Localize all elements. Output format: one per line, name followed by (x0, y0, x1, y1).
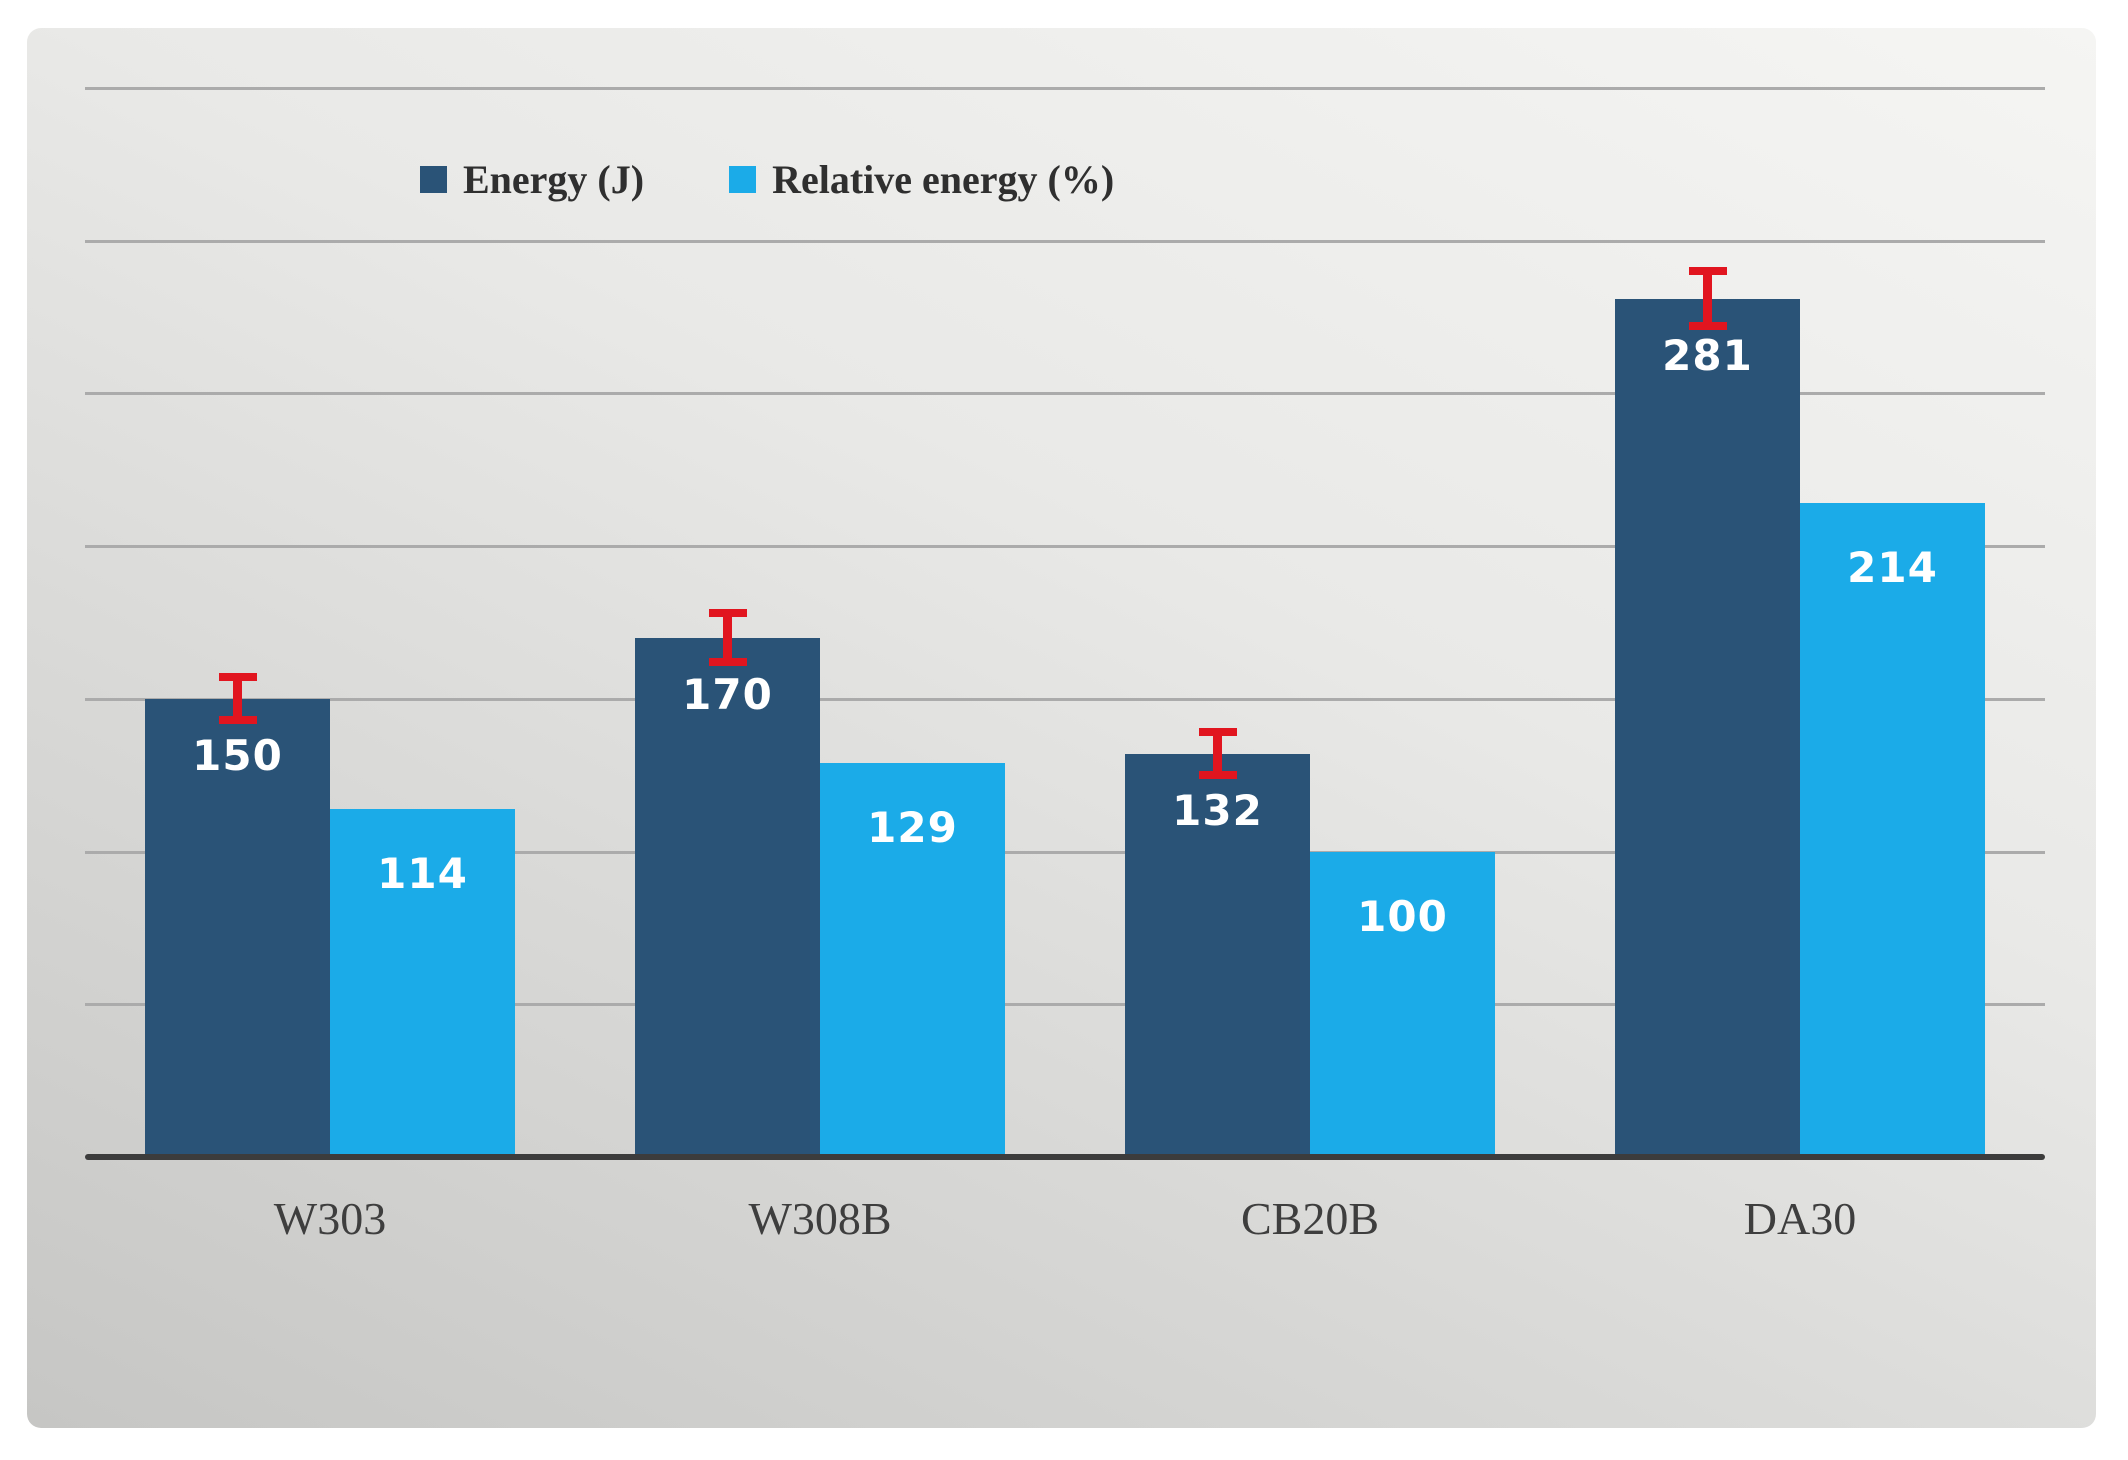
x-axis-label-cb20b: CB20B (1240, 1193, 1380, 1244)
error-bar-w308b (708, 609, 747, 667)
gridline-350 (85, 87, 2045, 90)
gridline-250 (85, 392, 2045, 396)
data-label-energy-da30: 281 (1662, 330, 1753, 380)
data-label-relative-energy-da30: 214 (1847, 543, 1938, 593)
bar-energy-w303 (145, 698, 330, 1157)
legend-item-relative-energy: Relative energy (%) (729, 156, 1114, 203)
legend-label-relative-energy: Relative energy (%) (772, 157, 1115, 202)
gridline-150 (85, 697, 2045, 701)
data-label-relative-energy-w308b: 129 (867, 802, 958, 852)
x-axis-label-da30: DA30 (1743, 1193, 1857, 1244)
error-bar-cap (1688, 322, 1727, 331)
x-axis-line (85, 1154, 2045, 1160)
data-label-energy-w308b: 170 (682, 669, 773, 719)
data-label-relative-energy-cb20b: 100 (1357, 891, 1448, 941)
error-bar-cap (708, 658, 747, 667)
bar-relative-energy-w303 (330, 808, 515, 1157)
x-axis-label-w308b: W308B (748, 1193, 892, 1244)
gridline-300 (85, 239, 2045, 243)
bar-relative-energy-w308b (820, 762, 1005, 1157)
bar-energy-w308b (635, 637, 820, 1157)
error-bar-cb20b (1198, 728, 1237, 780)
bar-energy-da30 (1615, 298, 1800, 1157)
plot-area: 150 114 170 129 132 100 281 214 (85, 87, 2045, 1160)
error-bar-da30 (1688, 267, 1727, 331)
legend-item-energy: Energy (J) (420, 156, 644, 203)
energy-series-swatch-icon (420, 166, 447, 193)
error-bar-w303 (218, 673, 257, 725)
error-bar-stem (1703, 271, 1712, 327)
error-bar-stem (1213, 732, 1222, 776)
error-bar-stem (233, 677, 242, 721)
data-label-energy-cb20b: 132 (1172, 785, 1263, 835)
gridline-200 (85, 545, 2045, 549)
x-axis-label-w303: W303 (273, 1193, 387, 1244)
error-bar-cap (1198, 771, 1237, 780)
bar-energy-cb20b (1125, 753, 1310, 1157)
legend-label-energy: Energy (J) (463, 157, 645, 202)
bar-relative-energy-da30 (1800, 503, 1985, 1157)
bar-relative-energy-cb20b (1310, 851, 1495, 1157)
data-label-energy-w303: 150 (192, 730, 283, 780)
gridline-100 (85, 850, 2045, 854)
legend: Energy (J) Relative energy (%) (420, 156, 1114, 203)
error-bar-cap (218, 716, 257, 725)
error-bar-stem (723, 613, 732, 663)
gridline-50 (85, 1003, 2045, 1007)
relative-energy-series-swatch-icon (729, 166, 757, 193)
data-label-relative-energy-w303: 114 (377, 848, 468, 898)
